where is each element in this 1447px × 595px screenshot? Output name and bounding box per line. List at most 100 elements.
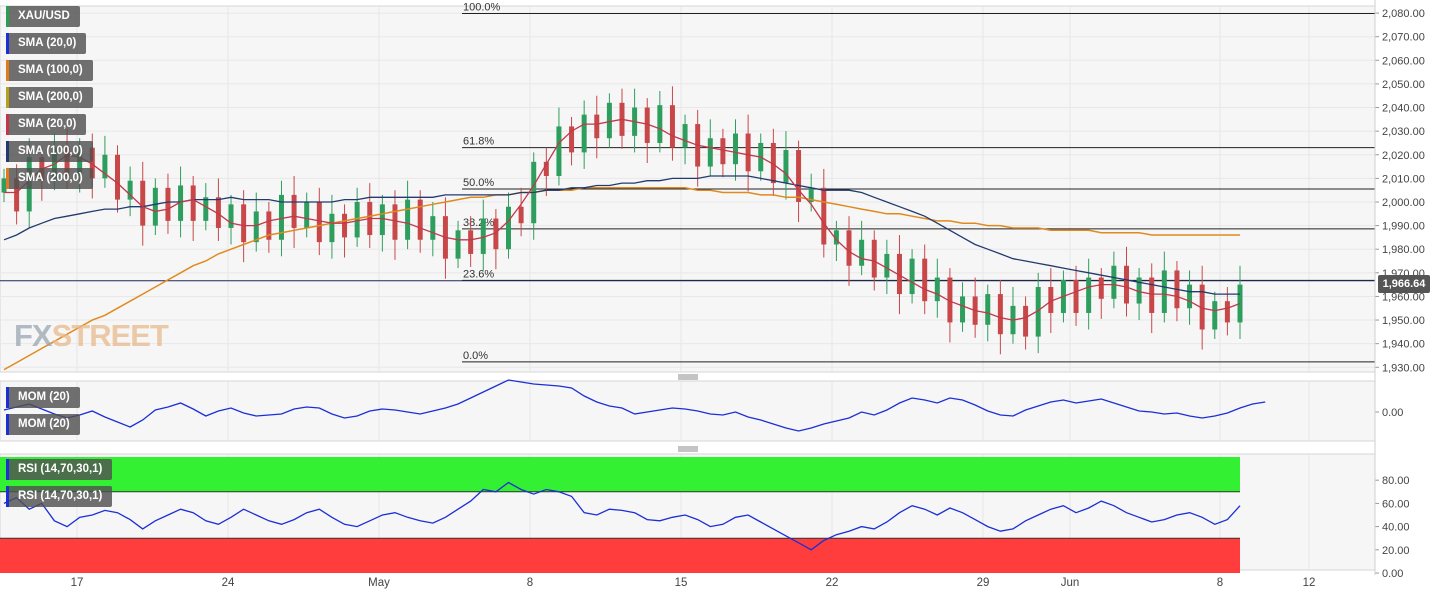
candle-body: [745, 133, 751, 172]
fibonacci-level-label: 38.2%: [463, 217, 494, 229]
candle-body: [405, 199, 411, 240]
candle-body: [241, 204, 247, 243]
legend-sma-20-b[interactable]: SMA (20,0): [6, 114, 87, 135]
candle-body: [379, 204, 385, 236]
candle-body: [430, 216, 436, 240]
legend-sma-20[interactable]: SMA (20,0): [6, 33, 87, 54]
rsi-line: [3, 481, 1241, 551]
candle-body: [960, 296, 966, 323]
candle-body: [505, 206, 511, 250]
candle-body: [859, 239, 865, 266]
sma-20-line: [4, 118, 1241, 321]
y-axis-tick-label: 2,030.00: [1382, 126, 1425, 138]
candle-body: [1123, 265, 1129, 304]
candle-body: [543, 161, 549, 177]
x-axis-tick-label: 29: [977, 577, 990, 589]
candle-body: [997, 294, 1003, 335]
candle-body: [884, 253, 890, 278]
candle-body: [1136, 277, 1142, 304]
legend-sma-100-b[interactable]: SMA (100,0): [6, 141, 93, 162]
candle-body: [228, 204, 234, 228]
candle-body: [178, 185, 184, 221]
candle-body: [417, 199, 423, 240]
candle-body: [140, 180, 146, 226]
candle-body: [1086, 277, 1092, 313]
candle-body: [89, 147, 95, 179]
candle-body: [253, 211, 259, 243]
y-axis-tick-label: 2,080.00: [1382, 8, 1425, 20]
x-axis-tick-label: 15: [675, 577, 688, 589]
candle-body: [682, 124, 688, 148]
fxstreet-watermark: FXSTREET: [14, 318, 169, 353]
y-axis-tick-label: 1,940.00: [1382, 339, 1425, 351]
rsi-overbought-zone: [0, 457, 1240, 492]
rsi-axis-label: 40.00: [1382, 522, 1410, 534]
candle-body: [304, 201, 310, 228]
candle-body: [733, 133, 739, 165]
legend-sma-200[interactable]: SMA (200,0): [6, 87, 93, 108]
candle-body: [342, 213, 348, 238]
y-axis-tick-label: 1,960.00: [1382, 291, 1425, 303]
y-axis-tick-label: 2,000.00: [1382, 197, 1425, 209]
candle-body: [1212, 301, 1218, 330]
candle-body: [569, 126, 575, 153]
candle-body: [127, 180, 133, 200]
fibonacci-level-label: 50.0%: [463, 177, 494, 189]
candle-body: [644, 107, 650, 143]
candle-body: [1048, 286, 1054, 313]
y-axis-tick-label: 1,990.00: [1382, 221, 1425, 233]
candle-body: [14, 178, 20, 212]
x-axis-tick-label: 17: [71, 577, 84, 589]
legend-rsi-b[interactable]: RSI (14,70,30,1): [6, 486, 113, 507]
candle-body: [909, 258, 915, 295]
candle-body: [783, 150, 789, 184]
y-axis-tick-label: 2,020.00: [1382, 150, 1425, 162]
candle-body: [606, 102, 612, 139]
x-axis-tick-label: 24: [222, 577, 235, 589]
candle-body: [581, 114, 587, 153]
candle-body: [846, 230, 852, 266]
y-axis-tick-label: 2,060.00: [1382, 55, 1425, 67]
candle-body: [707, 138, 713, 167]
candle-body: [1098, 277, 1104, 299]
rsi-axis-label: 80.00: [1382, 475, 1410, 487]
current-price-tag: 1,966.64: [1378, 275, 1430, 293]
fibonacci-level-label: 23.6%: [463, 268, 494, 280]
rsi-oversold-zone: [0, 538, 1240, 573]
candle-body: [291, 194, 297, 228]
candle-body: [720, 138, 726, 165]
y-axis-tick-label: 1,980.00: [1382, 244, 1425, 256]
y-axis-tick-label: 1,950.00: [1382, 315, 1425, 327]
candle-body: [833, 230, 839, 245]
candle-body: [821, 187, 827, 245]
candle-body: [1224, 301, 1230, 323]
legend-rsi-a[interactable]: RSI (14,70,30,1): [6, 459, 113, 480]
x-axis-tick-label: 12: [1303, 577, 1316, 589]
rsi-axis-label: 20.00: [1382, 545, 1410, 557]
legend-sma-200-b[interactable]: SMA (200,0): [6, 168, 93, 189]
candle-body: [985, 294, 991, 325]
candle-body: [1187, 284, 1193, 309]
candle-body: [796, 150, 802, 202]
candle-body: [934, 277, 940, 302]
candle-body: [102, 154, 108, 179]
candle-body: [1023, 305, 1029, 337]
candle-body: [203, 197, 209, 221]
legend-sma-100[interactable]: SMA (100,0): [6, 60, 93, 81]
legend-mom-b[interactable]: MOM (20): [6, 414, 80, 435]
sma-200-line: [3, 187, 1240, 371]
legend-mom-a[interactable]: MOM (20): [6, 387, 80, 408]
fibonacci-level-label: 100.0%: [463, 2, 501, 14]
y-axis-tick-label: 2,040.00: [1382, 103, 1425, 115]
candle-body: [354, 201, 360, 238]
candle-body: [165, 187, 171, 221]
candle-body: [392, 204, 398, 240]
candle-body: [152, 187, 158, 226]
legend-symbol[interactable]: XAU/USD: [6, 6, 80, 27]
candle-body: [518, 206, 524, 224]
candle-body: [669, 105, 675, 148]
candle-body: [871, 239, 877, 278]
candle-body: [808, 187, 814, 202]
candle-body: [896, 253, 902, 295]
